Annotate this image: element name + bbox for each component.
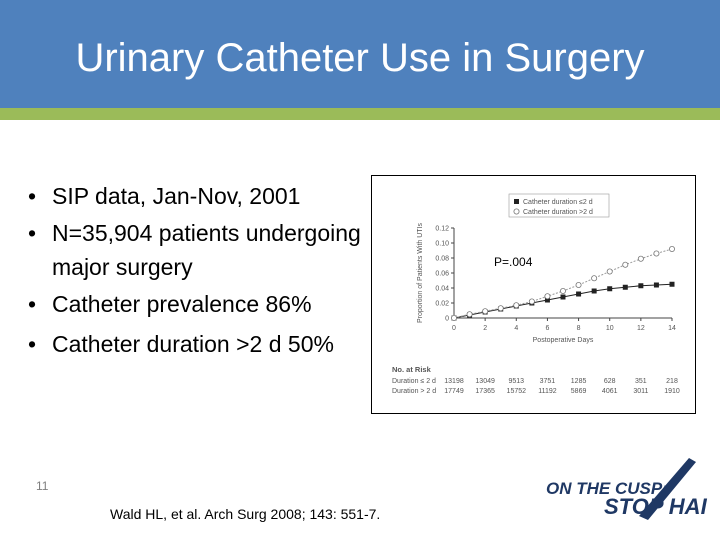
data-point-circle xyxy=(637,255,644,262)
data-point-circle xyxy=(482,308,489,315)
title-bar xyxy=(0,0,720,108)
at-risk-row-label: Duration ≤ 2 d xyxy=(392,378,436,385)
bullet-item: • Catheter duration >2 d 50% xyxy=(28,324,378,364)
data-point-circle xyxy=(591,275,598,282)
y-axis-label: Proportion of Patients With UTIs xyxy=(417,223,424,323)
y-tick-label: 0.08 xyxy=(435,256,449,263)
on-the-cusp-logo: ON THE CUSP: STOP HAI xyxy=(546,458,708,520)
legend-marker xyxy=(513,208,520,215)
page-number: 11 xyxy=(36,479,49,493)
at-risk-value: 13198 xyxy=(444,378,464,385)
at-risk-value: 4061 xyxy=(602,388,618,395)
data-point-circle xyxy=(451,314,458,321)
logo-line-1: ON THE CUSP: xyxy=(546,479,668,498)
legend-marker xyxy=(514,199,519,204)
logo-line-2: STOP HAI xyxy=(604,494,708,519)
x-tick-label: 4 xyxy=(514,325,518,332)
data-point-circle xyxy=(559,288,566,295)
x-tick-label: 0 xyxy=(452,325,456,332)
slide-title: Urinary Catheter Use in Surgery xyxy=(75,36,645,80)
data-point-circle xyxy=(497,305,504,312)
at-risk-row-label: Duration > 2 d xyxy=(392,388,436,395)
data-point-circle xyxy=(528,298,535,305)
bullet-marker: • xyxy=(28,291,37,317)
x-axis-label: Postoperative Days xyxy=(533,337,594,344)
y-tick-label: 0.04 xyxy=(435,286,449,293)
legend-entry: Catheter duration >2 d xyxy=(523,209,593,216)
x-tick-label: 10 xyxy=(606,325,614,332)
at-risk-value: 1285 xyxy=(571,378,587,385)
x-tick-label: 2 xyxy=(483,325,487,332)
x-tick-label: 12 xyxy=(637,325,645,332)
data-point-circle xyxy=(606,268,613,275)
y-tick-label: 0 xyxy=(445,316,449,323)
at-risk-value: 3011 xyxy=(633,388,648,395)
p-value-annotation: P=.004 xyxy=(494,255,533,269)
at-risk-value: 5869 xyxy=(571,388,587,395)
y-tick-label: 0.10 xyxy=(435,241,449,248)
bullet-item: • N=35,904 patients undergoing major surg… xyxy=(28,216,378,284)
at-risk-value: 13049 xyxy=(475,378,495,385)
data-point-square xyxy=(653,282,659,288)
at-risk-value: 9513 xyxy=(508,378,524,385)
y-tick-label: 0.06 xyxy=(435,271,449,278)
y-tick-label: 0.02 xyxy=(435,301,449,308)
data-point-circle xyxy=(575,282,582,289)
at-risk-value: 17365 xyxy=(475,388,495,395)
bullet-marker: • xyxy=(28,183,37,209)
title-accent-stripe xyxy=(0,108,720,120)
legend-box xyxy=(508,193,610,218)
bullet-item: • SIP data, Jan-Nov, 2001 xyxy=(28,176,378,216)
at-risk-value: 628 xyxy=(604,378,616,385)
at-risk-value: 3751 xyxy=(540,378,556,385)
bullet-list: • SIP data, Jan-Nov, 2001 • N=35,904 patie… xyxy=(28,176,378,364)
bullet-marker: • xyxy=(28,331,37,357)
at-risk-value: 11192 xyxy=(538,388,557,395)
bullet-text: Catheter duration >2 d 50% xyxy=(52,331,334,357)
x-tick-label: 8 xyxy=(577,325,581,332)
logo-swoosh xyxy=(639,458,696,520)
citation: Wald HL, et al. Arch Surg 2008; 143: 551… xyxy=(110,506,381,522)
at-risk-title: No. at Risk xyxy=(392,365,432,374)
bullet-item: • Catheter prevalence 86% xyxy=(28,284,378,324)
y-tick-label: 0.12 xyxy=(435,226,449,233)
data-point-circle xyxy=(513,302,520,309)
legend-entry: Catheter duration ≤2 d xyxy=(523,199,593,206)
bullet-text: SIP data, Jan-Nov, 2001 xyxy=(52,183,301,209)
at-risk-value: 17749 xyxy=(444,388,464,395)
data-point-circle xyxy=(544,293,551,300)
data-point-square xyxy=(669,281,675,287)
at-risk-value: 351 xyxy=(635,378,647,385)
bullet-marker: • xyxy=(28,220,37,246)
data-point-square xyxy=(607,286,613,292)
data-point-square xyxy=(638,283,644,289)
data-point-square xyxy=(544,297,550,303)
data-point-circle xyxy=(622,261,629,268)
data-point-circle xyxy=(653,250,660,257)
bullet-text: Catheter prevalence 86% xyxy=(52,291,312,317)
data-point-square xyxy=(591,288,597,294)
at-risk-value: 15752 xyxy=(507,388,527,395)
data-point-square xyxy=(576,291,582,297)
data-point-circle xyxy=(668,246,675,253)
data-point-circle xyxy=(466,311,473,318)
x-tick-label: 6 xyxy=(545,325,549,332)
chart-figure: 0 0.02 0.04 0.06 0.08 0.10 0.12 0 2 4 6 8 10 12 14 Post… xyxy=(371,175,696,414)
bullet-text: N=35,904 patients undergoing major surge… xyxy=(52,220,361,280)
line-chart: 0 0.02 0.04 0.06 0.08 0.10 0.12 0 2 4 6 8 10 12 14 Post… xyxy=(392,193,680,395)
data-point-square xyxy=(622,284,628,290)
data-point-square xyxy=(560,294,566,300)
x-tick-label: 14 xyxy=(668,325,676,332)
at-risk-value: 218 xyxy=(666,378,678,385)
at-risk-value: 1910 xyxy=(664,388,680,395)
